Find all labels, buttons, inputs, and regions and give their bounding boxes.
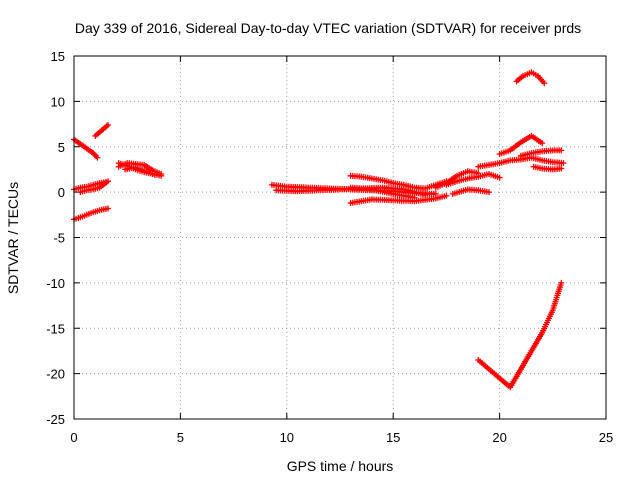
plot-frame — [73, 55, 607, 420]
data-point-markers — [432, 168, 482, 191]
data-series-segment — [122, 164, 158, 178]
data-point-markers — [443, 171, 503, 188]
data-series-segment — [432, 168, 482, 191]
data-series-segment — [347, 184, 418, 201]
y-tick-label: -15 — [46, 321, 65, 336]
x-tick-label: 5 — [177, 430, 184, 445]
data-point-markers — [122, 164, 158, 178]
data-series-segment — [517, 147, 565, 159]
data-point-markers — [347, 184, 418, 201]
grid-lines — [74, 56, 606, 419]
x-tick-label: 0 — [70, 430, 77, 445]
data-point-markers — [71, 205, 111, 223]
x-axis-label: GPS time / hours — [287, 458, 394, 474]
y-tick-label: 0 — [58, 185, 65, 200]
y-tick-label: 10 — [51, 94, 65, 109]
axis-ticks: 0 5 10 15 20 25 15 10 5 0 -5 -10 -15 -20 -25 — [46, 49, 613, 445]
data-series-segment — [92, 122, 111, 139]
data-series-segment — [347, 192, 450, 206]
x-tick-label: 20 — [492, 430, 506, 445]
y-axis-label: SDTVAR / TECUs — [5, 182, 21, 294]
data-series-segment — [71, 136, 101, 161]
data-point-markers — [347, 192, 450, 206]
data-point-markers — [449, 186, 492, 197]
data-series-segment — [475, 279, 565, 391]
data-points — [71, 69, 567, 391]
x-tick-label: 15 — [386, 430, 400, 445]
data-point-markers — [71, 136, 101, 161]
data-point-markers — [77, 178, 111, 196]
data-series-segment — [443, 171, 503, 188]
y-tick-label: -25 — [46, 412, 65, 427]
y-tick-label: -20 — [46, 367, 65, 382]
data-point-markers — [496, 132, 546, 157]
y-tick-label: 15 — [51, 49, 65, 64]
data-series-segment — [71, 205, 111, 223]
data-series-segment — [530, 163, 565, 173]
data-point-markers — [475, 279, 565, 391]
data-series-segment — [475, 154, 567, 170]
data-series-segment — [449, 186, 492, 197]
data-series-segment — [496, 132, 546, 157]
chart-title: Day 339 of 2016, Sidereal Day-to-day VTE… — [75, 20, 581, 36]
y-tick-label: -10 — [46, 276, 65, 291]
y-tick-label: -5 — [53, 231, 65, 246]
y-tick-label: 5 — [58, 140, 65, 155]
data-point-markers — [475, 154, 567, 170]
data-series-segment — [77, 178, 111, 196]
x-tick-label: 25 — [599, 430, 613, 445]
data-point-markers — [517, 147, 565, 159]
data-point-markers — [92, 122, 111, 139]
data-series-segment — [513, 69, 548, 87]
x-tick-label: 10 — [280, 430, 294, 445]
data-point-markers — [530, 163, 565, 173]
data-point-markers — [513, 69, 548, 87]
